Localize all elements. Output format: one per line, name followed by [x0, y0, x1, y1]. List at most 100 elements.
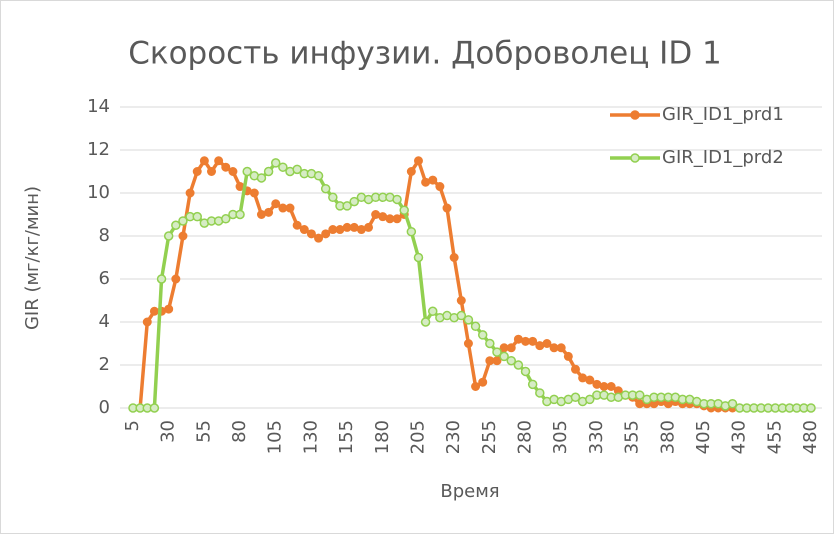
data-point	[463, 339, 473, 348]
x-tick-label: 5	[122, 420, 143, 431]
x-axis-label: Время	[440, 481, 499, 502]
data-point	[207, 167, 217, 176]
data-point	[585, 375, 595, 385]
data-point	[349, 196, 359, 207]
x-tick-label: 305	[550, 420, 571, 454]
data-point	[156, 274, 167, 284]
data-point	[278, 162, 288, 172]
data-point	[192, 167, 202, 176]
y-tick-label: 12	[87, 139, 110, 160]
legend-marker	[630, 110, 640, 120]
data-point	[456, 310, 467, 321]
x-tick-label: 330	[586, 420, 607, 454]
data-point	[163, 231, 174, 241]
data-point	[528, 336, 538, 346]
data-point	[435, 182, 445, 192]
data-point	[264, 207, 274, 217]
data-point	[214, 156, 224, 166]
x-tick-label: 405	[693, 420, 714, 454]
data-point	[249, 188, 259, 198]
data-point	[413, 252, 424, 263]
data-point	[420, 317, 431, 327]
data-point	[413, 156, 423, 166]
data-point	[456, 296, 466, 305]
data-point	[471, 382, 481, 391]
data-point	[320, 183, 331, 194]
data-point	[392, 214, 402, 224]
data-point	[242, 166, 252, 177]
data-point	[178, 216, 188, 226]
data-point	[171, 220, 181, 230]
data-point	[449, 253, 459, 262]
data-point	[606, 382, 616, 391]
y-tick-label: 6	[99, 268, 110, 289]
data-point	[477, 330, 488, 340]
data-point	[406, 226, 417, 237]
y-axis-label: GIR (мг/кг/мин)	[22, 186, 43, 330]
data-point	[313, 171, 324, 181]
data-point	[442, 203, 452, 213]
data-point	[570, 392, 581, 402]
data-point	[270, 158, 281, 168]
data-point	[634, 390, 645, 400]
data-point	[292, 220, 302, 230]
data-point	[164, 304, 174, 314]
data-point	[185, 188, 195, 198]
data-point	[399, 205, 409, 215]
data-point	[428, 175, 438, 185]
data-point	[306, 229, 316, 239]
data-point	[535, 388, 545, 398]
x-tick-label: 355	[622, 420, 643, 454]
data-point	[806, 403, 816, 413]
x-tick-label: 105	[265, 420, 286, 454]
legend-label: GIR_ID1_prd1	[662, 104, 784, 125]
data-point	[142, 317, 152, 327]
x-tick-label: 455	[764, 420, 785, 454]
x-tick-label: 180	[372, 420, 393, 454]
data-point	[192, 211, 202, 222]
data-point	[228, 167, 238, 176]
data-point	[364, 222, 374, 232]
data-point	[178, 231, 188, 241]
x-tick-label: 55	[193, 420, 214, 443]
x-tick-label: 155	[336, 420, 357, 454]
y-tick-label: 8	[99, 225, 110, 246]
data-point	[556, 343, 566, 353]
data-point	[171, 274, 181, 284]
data-point	[299, 225, 309, 235]
data-point	[520, 366, 531, 377]
data-point	[221, 214, 231, 224]
data-point	[392, 194, 402, 205]
y-tick-label: 2	[99, 354, 110, 375]
x-tick-label: 255	[479, 420, 500, 454]
data-point	[149, 403, 160, 413]
data-point	[478, 377, 488, 387]
x-tick-label: 130	[300, 420, 321, 454]
data-point	[314, 233, 324, 243]
data-point	[463, 315, 474, 325]
y-tick-label: 0	[99, 397, 110, 418]
x-tick-label: 80	[229, 420, 250, 443]
y-tick-label: 4	[99, 311, 110, 332]
data-point	[470, 321, 481, 332]
data-point	[506, 355, 517, 366]
x-tick-label: 480	[800, 420, 821, 454]
data-point	[321, 229, 331, 239]
data-point	[235, 209, 245, 220]
chart-title: Скорость инфузии. Доброволец ID 1	[128, 36, 722, 72]
data-point	[263, 166, 274, 177]
legend-label: GIR_ID1_prd2	[662, 147, 784, 168]
data-point	[292, 164, 302, 175]
data-point	[506, 343, 516, 353]
data-point	[492, 347, 502, 357]
data-point	[527, 379, 538, 390]
x-tick-label: 380	[657, 420, 678, 454]
x-tick-label: 280	[515, 420, 536, 454]
data-point	[328, 192, 338, 203]
data-point	[199, 156, 209, 166]
data-point	[485, 338, 495, 349]
data-point	[342, 201, 352, 211]
y-tick-label: 14	[87, 96, 110, 117]
